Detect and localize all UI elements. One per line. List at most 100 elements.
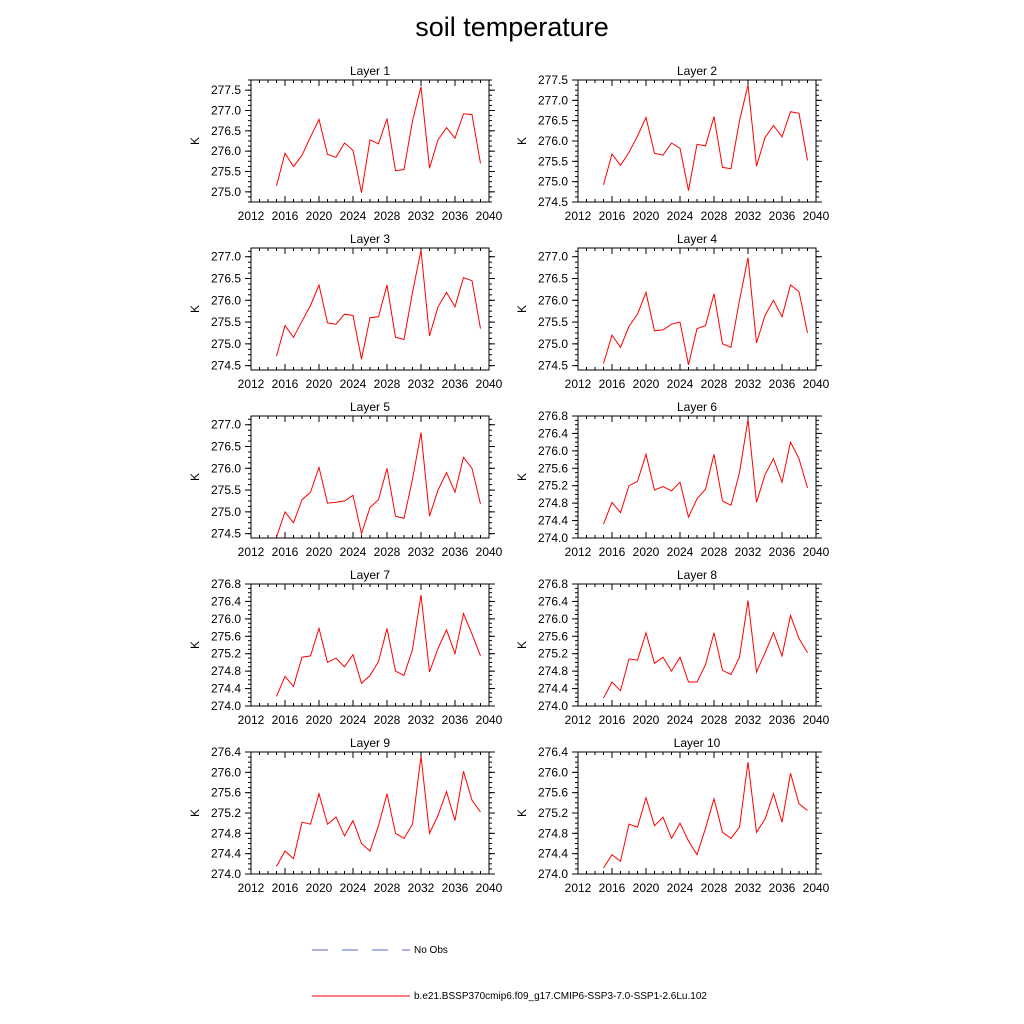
plot-frame — [250, 751, 490, 875]
x-tick-label: 2024 — [667, 881, 694, 895]
x-tick-label: 2020 — [306, 713, 333, 727]
panel-title: Layer 2 — [677, 64, 717, 78]
x-tick-label: 2040 — [476, 881, 503, 895]
x-tick-label: 2040 — [476, 713, 503, 727]
x-tick-label: 2024 — [340, 377, 367, 391]
panel-title: Layer 3 — [350, 232, 390, 246]
x-tick-label: 2036 — [442, 209, 469, 223]
x-tick-label: 2012 — [565, 713, 592, 727]
x-tick-label: 2020 — [633, 881, 660, 895]
y-tick-label: 276.0 — [538, 765, 568, 779]
y-axis-label: K — [188, 473, 202, 481]
x-tick-label: 2032 — [408, 881, 435, 895]
series-line — [603, 419, 808, 525]
x-tick-label: 2040 — [476, 545, 503, 559]
series-line — [276, 432, 481, 538]
y-tick-label: 277.0 — [211, 104, 241, 118]
plot-frame — [250, 415, 490, 539]
y-tick-label: 276.5 — [538, 114, 568, 128]
y-tick-label: 275.5 — [538, 154, 568, 168]
y-tick-label: 276.8 — [538, 577, 568, 591]
x-tick-label: 2036 — [769, 377, 796, 391]
x-tick-label: 2028 — [701, 545, 728, 559]
y-tick-label: 276.0 — [538, 444, 568, 458]
plot-frame — [577, 583, 817, 707]
series-line — [603, 600, 808, 699]
plot-frame — [250, 583, 490, 707]
plot-frame — [577, 247, 817, 371]
y-tick-label: 276.5 — [211, 440, 241, 454]
x-tick-label: 2032 — [735, 209, 762, 223]
x-tick-label: 2028 — [374, 713, 401, 727]
x-tick-label: 2020 — [306, 881, 333, 895]
x-tick-label: 2028 — [701, 209, 728, 223]
y-tick-label: 274.5 — [211, 527, 241, 541]
x-tick-label: 2032 — [735, 377, 762, 391]
x-tick-label: 2016 — [272, 713, 299, 727]
x-tick-label: 2036 — [442, 713, 469, 727]
y-tick-label: 276.4 — [538, 745, 568, 759]
x-tick-label: 2028 — [374, 545, 401, 559]
x-tick-label: 2016 — [599, 881, 626, 895]
y-tick-label: 276.8 — [211, 577, 241, 591]
y-tick-label: 275.6 — [211, 786, 241, 800]
y-tick-label: 275.5 — [211, 315, 241, 329]
panel-title: Layer 9 — [350, 736, 390, 750]
x-tick-label: 2032 — [735, 881, 762, 895]
panel-layer-9: Layer 9 K 2012 2016 2020 2024 2028 2032 2036 2040… — [188, 736, 503, 895]
y-tick-label: 277.0 — [538, 93, 568, 107]
y-tick-label: 277.0 — [211, 250, 241, 264]
y-tick-label: 275.2 — [211, 806, 241, 820]
panel-title: Layer 10 — [674, 736, 721, 750]
panel-title: Layer 4 — [677, 232, 717, 246]
y-tick-label: 275.2 — [538, 806, 568, 820]
y-tick-label: 274.0 — [538, 699, 568, 713]
y-tick-label: 276.0 — [211, 293, 241, 307]
y-tick-label: 276.4 — [211, 745, 241, 759]
x-tick-label: 2020 — [306, 545, 333, 559]
panel-title: Layer 1 — [350, 64, 390, 78]
y-tick-label: 275.5 — [538, 315, 568, 329]
y-tick-label: 274.8 — [211, 664, 241, 678]
series-line — [603, 257, 808, 365]
plot-frame — [250, 247, 490, 371]
series-line — [276, 756, 481, 867]
x-tick-label: 2012 — [238, 713, 265, 727]
legend-label-model: b.e21.BSSP370cmip6.f09_g17.CMIP6-SSP3-7.… — [414, 991, 707, 1002]
series-line — [276, 250, 481, 360]
y-tick-label: 274.4 — [211, 682, 241, 696]
x-tick-label: 2016 — [599, 377, 626, 391]
x-tick-label: 2028 — [701, 377, 728, 391]
x-tick-label: 2036 — [769, 209, 796, 223]
x-tick-label: 2036 — [769, 881, 796, 895]
y-tick-label: 276.0 — [538, 134, 568, 148]
y-tick-label: 276.0 — [211, 612, 241, 626]
x-tick-label: 2020 — [633, 209, 660, 223]
y-tick-label: 274.4 — [538, 682, 568, 696]
y-tick-label: 275.0 — [538, 337, 568, 351]
y-tick-label: 274.0 — [538, 867, 568, 881]
y-axis-label: K — [515, 137, 529, 145]
x-tick-label: 2036 — [442, 881, 469, 895]
y-tick-label: 275.2 — [538, 647, 568, 661]
y-tick-label: 274.0 — [211, 699, 241, 713]
x-tick-label: 2012 — [238, 545, 265, 559]
panel-title: Layer 8 — [677, 568, 717, 582]
x-tick-label: 2024 — [667, 545, 694, 559]
x-tick-label: 2040 — [803, 545, 830, 559]
panel-title: Layer 6 — [677, 400, 717, 414]
y-tick-label: 275.6 — [538, 461, 568, 475]
panel-layer-3: Layer 3 K 2012 2016 2020 2024 2028 2032 2036 2040… — [188, 232, 503, 391]
x-tick-label: 2024 — [340, 545, 367, 559]
y-tick-label: 276.4 — [538, 594, 568, 608]
y-tick-label: 276.0 — [211, 765, 241, 779]
y-tick-label: 276.0 — [538, 612, 568, 626]
y-tick-label: 274.0 — [211, 867, 241, 881]
y-tick-label: 274.8 — [538, 496, 568, 510]
series-line — [276, 86, 481, 193]
x-tick-label: 2036 — [442, 377, 469, 391]
x-tick-label: 2016 — [272, 377, 299, 391]
x-tick-label: 2032 — [408, 713, 435, 727]
y-tick-label: 274.4 — [211, 847, 241, 861]
x-tick-label: 2020 — [633, 545, 660, 559]
